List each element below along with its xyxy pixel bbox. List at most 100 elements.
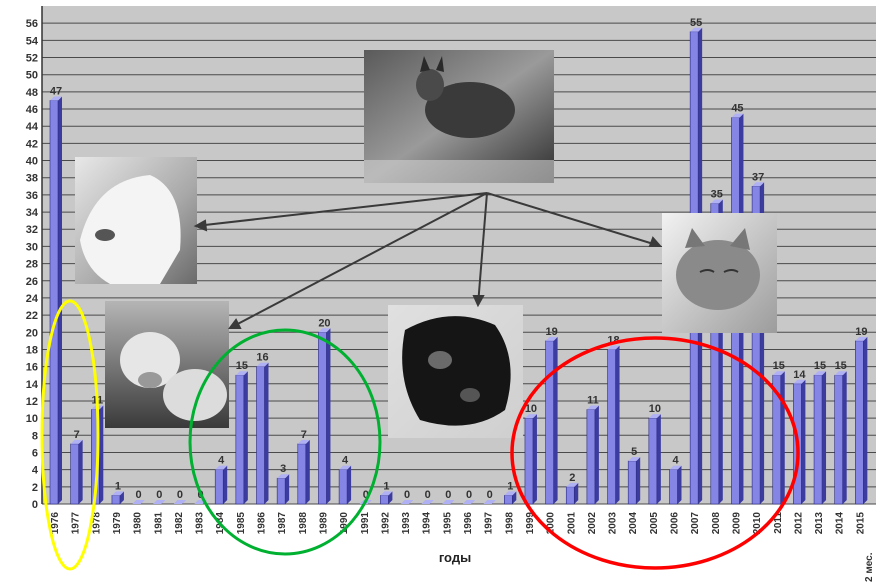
bar bbox=[380, 495, 389, 505]
green-highlight-ellipse bbox=[188, 328, 382, 556]
bar bbox=[813, 374, 823, 505]
y-tick-label: 22 bbox=[26, 310, 38, 322]
x-tick-label: 1980 bbox=[133, 512, 144, 535]
bar bbox=[503, 495, 513, 505]
data-label: 0 bbox=[156, 489, 162, 501]
y-tick-label: 16 bbox=[26, 362, 38, 374]
bar-top bbox=[669, 465, 682, 470]
x-tick-label: 1989 bbox=[318, 512, 329, 535]
data-label: 15 bbox=[773, 360, 785, 372]
data-label: 10 bbox=[649, 403, 661, 415]
x-tick-label: 2008 bbox=[711, 512, 722, 535]
red-highlight-ellipse bbox=[510, 336, 800, 570]
data-label: 47 bbox=[50, 85, 62, 97]
data-label: 0 bbox=[487, 489, 493, 501]
bar-side bbox=[347, 465, 352, 504]
x-tick-label: 1991 bbox=[360, 512, 371, 535]
bar-side bbox=[677, 465, 682, 504]
bar-side bbox=[388, 491, 393, 504]
bar-top bbox=[70, 439, 83, 444]
bar-top bbox=[277, 474, 290, 479]
y-tick-label: 30 bbox=[26, 241, 38, 253]
bar-top bbox=[421, 500, 434, 504]
bar-top bbox=[463, 500, 475, 504]
bar-top bbox=[772, 371, 785, 376]
bar-side bbox=[574, 482, 579, 504]
bar bbox=[111, 495, 121, 505]
bar-top bbox=[442, 500, 455, 504]
bar-top bbox=[566, 482, 579, 487]
data-label: 45 bbox=[731, 103, 743, 115]
x-tick-label: 1976 bbox=[50, 512, 61, 535]
y-tick-label: 0 bbox=[32, 499, 38, 511]
data-label: 0 bbox=[466, 489, 472, 501]
data-label: 37 bbox=[752, 171, 764, 183]
bar bbox=[669, 469, 678, 505]
y-tick-label: 34 bbox=[26, 207, 39, 219]
data-label: 19 bbox=[545, 326, 557, 338]
data-label: 1 bbox=[383, 480, 389, 492]
bar-side bbox=[842, 371, 847, 504]
x-tick-label: 1987 bbox=[277, 512, 288, 535]
y-tick-label: 28 bbox=[26, 259, 38, 271]
bar-top bbox=[504, 491, 517, 496]
data-label: 20 bbox=[318, 317, 330, 329]
x-tick-label: 1977 bbox=[71, 512, 82, 535]
data-label: 15 bbox=[236, 360, 248, 372]
bar-top bbox=[132, 500, 145, 504]
y-tick-label: 38 bbox=[26, 173, 38, 185]
bar-side bbox=[305, 439, 310, 504]
bar-side bbox=[243, 371, 248, 504]
x-tick-label: 1996 bbox=[463, 512, 474, 535]
x-tick-label: 1992 bbox=[380, 512, 391, 535]
x-tick-label: 2007 bbox=[690, 512, 701, 535]
bar-top bbox=[297, 439, 310, 444]
bar bbox=[256, 366, 265, 505]
y-tick-label: 18 bbox=[26, 344, 38, 356]
bar-side bbox=[656, 414, 661, 504]
data-label: 3 bbox=[280, 463, 286, 475]
bar-side bbox=[78, 439, 83, 504]
x-tick-label: 2005 bbox=[649, 512, 660, 535]
bar-top bbox=[50, 96, 62, 101]
bar-top bbox=[318, 328, 331, 333]
x-tick-label: 2002 bbox=[587, 512, 598, 535]
bar-side bbox=[512, 491, 517, 504]
data-label: 5 bbox=[631, 446, 637, 458]
arrow-to-kitten bbox=[486, 192, 661, 247]
y-tick-label: 10 bbox=[26, 413, 38, 425]
x-tick-label: 2015 bbox=[855, 512, 866, 535]
data-label: 10 bbox=[525, 403, 537, 415]
x-tick-label: 1988 bbox=[298, 512, 309, 535]
data-label: 4 bbox=[218, 455, 225, 467]
x-tick-label: 1981 bbox=[153, 512, 164, 535]
arrow-to-cow bbox=[229, 192, 488, 329]
data-label: 4 bbox=[672, 455, 679, 467]
fox-photo bbox=[364, 50, 554, 183]
data-label: 19 bbox=[855, 326, 867, 338]
data-label: 0 bbox=[425, 489, 431, 501]
bar-side bbox=[285, 474, 290, 504]
x-tick-label: 2006 bbox=[670, 512, 681, 535]
y-tick-label: 54 bbox=[26, 35, 39, 47]
bar-top bbox=[793, 379, 806, 384]
data-label: 7 bbox=[74, 429, 80, 441]
y-tick-label: 44 bbox=[26, 121, 39, 133]
bar bbox=[214, 469, 224, 505]
y-tick-label: 26 bbox=[26, 276, 38, 288]
horse-photo bbox=[75, 157, 197, 284]
x-tick-label: 1994 bbox=[422, 512, 433, 535]
bar bbox=[338, 469, 348, 505]
bar-side bbox=[223, 465, 228, 504]
bar-top bbox=[339, 465, 352, 470]
bar bbox=[855, 340, 864, 505]
x-tick-label: 2010 bbox=[752, 512, 763, 535]
bar-top bbox=[215, 465, 228, 470]
data-label: 14 bbox=[793, 369, 806, 381]
yellow-highlight-ellipse bbox=[40, 299, 100, 571]
x-tick-label: 2009 bbox=[731, 512, 742, 535]
bar-top bbox=[607, 345, 620, 350]
x-axis: 1976 1977 1978 1979 1980 1981 1982 1983 1984 1985… bbox=[50, 512, 866, 535]
bar-top bbox=[586, 405, 599, 410]
